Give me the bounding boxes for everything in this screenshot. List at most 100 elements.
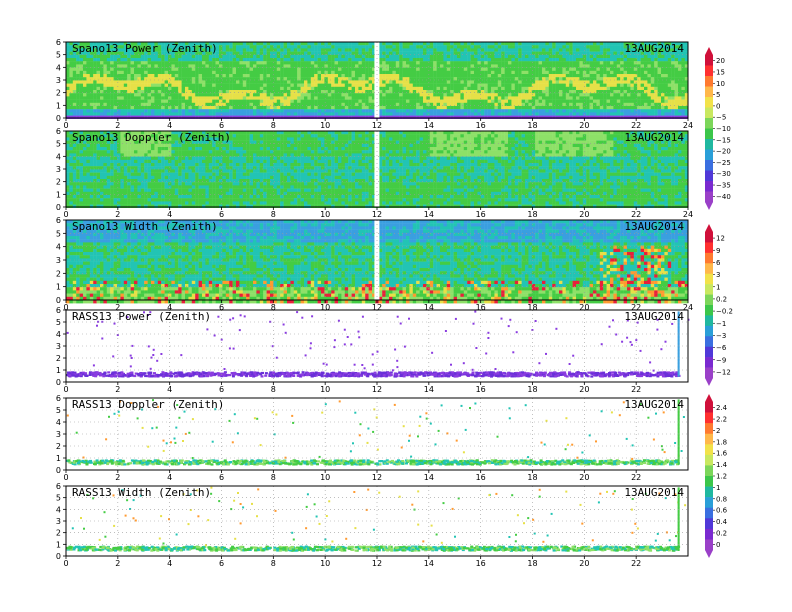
heatmap-cell (290, 77, 294, 81)
heatmap-cell (548, 58, 553, 62)
heatmap-cell (140, 61, 145, 65)
heatmap-cell (120, 191, 124, 196)
heatmap-cell (487, 74, 492, 78)
heatmap-cell (72, 80, 77, 84)
heatmap-cell (208, 54, 213, 59)
heatmap-cell (545, 42, 549, 46)
heatmap-cell (657, 70, 662, 75)
heatmap-cell (623, 61, 628, 65)
heatmap-cell (185, 96, 189, 100)
heatmap-cell (572, 115, 577, 119)
heatmap-cell (644, 77, 648, 81)
heatmap-cell (293, 102, 298, 107)
heatmap-cell (531, 106, 536, 110)
heatmap-cell (576, 99, 580, 103)
heatmap-cell (331, 106, 335, 110)
heatmap-cell (117, 74, 121, 78)
heatmap-cell (599, 54, 604, 59)
heatmap-cell (198, 112, 203, 116)
heatmap-cell (654, 45, 658, 49)
heatmap-cell (650, 70, 655, 75)
heatmap-cell (627, 54, 631, 59)
heatmap-cell (630, 80, 634, 84)
heatmap-cell (103, 67, 107, 71)
heatmap-cell (572, 70, 577, 75)
heatmap-cell (120, 163, 124, 167)
heatmap-cell (599, 64, 604, 68)
heatmap-cell (525, 80, 529, 84)
heatmap-cell (117, 58, 121, 62)
heatmap-cell (127, 195, 131, 199)
heatmap-cell (565, 42, 570, 46)
heatmap-cell (157, 45, 162, 49)
heatmap-cell (310, 61, 315, 65)
heatmap-cell (338, 109, 342, 113)
heatmap-cell (151, 83, 155, 87)
heatmap-cell (69, 131, 73, 135)
heatmap-cell (358, 51, 362, 55)
heatmap-cell (630, 77, 634, 81)
heatmap-cell (494, 48, 498, 52)
heatmap-cell (508, 48, 512, 52)
heatmap-cell (140, 172, 145, 176)
heatmap-cell (304, 42, 308, 46)
heatmap-cell (518, 93, 522, 97)
heatmap-cell (191, 54, 196, 59)
heatmap-cell (586, 51, 590, 55)
heatmap-cell (89, 150, 94, 154)
heatmap-cell (232, 42, 237, 46)
heatmap-cell (300, 77, 305, 81)
heatmap-cell (633, 102, 638, 107)
heatmap-cell (117, 67, 121, 71)
heatmap-cell (83, 99, 87, 103)
heatmap-cell (511, 96, 515, 100)
heatmap-cell (331, 102, 335, 107)
heatmap-cell (161, 48, 165, 52)
heatmap-cell (266, 102, 271, 107)
heatmap-cell (514, 58, 519, 62)
heatmap-cell (647, 86, 651, 91)
heatmap-cell (674, 80, 679, 84)
heatmap-cell (589, 58, 594, 62)
heatmap-cell (327, 70, 332, 75)
heatmap-cell (480, 58, 485, 62)
heatmap-cell (365, 48, 369, 52)
heatmap-cell (606, 80, 611, 84)
heatmap-cell (117, 83, 121, 87)
heatmap-cell (392, 99, 396, 103)
heatmap-cell (664, 42, 668, 46)
heatmap-cell (351, 74, 356, 78)
heatmap-cell (236, 99, 240, 103)
y-tick-label: 2 (56, 89, 61, 98)
heatmap-cell (446, 54, 451, 59)
heatmap-cell (100, 185, 104, 189)
heatmap-cell (93, 150, 97, 154)
heatmap-cell (331, 67, 335, 71)
heatmap-cell (66, 77, 70, 81)
heatmap-cell (582, 70, 587, 75)
heatmap-cell (423, 48, 427, 52)
heatmap-cell (239, 58, 243, 62)
heatmap-cell (140, 109, 145, 113)
heatmap-cell (358, 67, 362, 71)
heatmap-cell (620, 58, 624, 62)
heatmap-cell (586, 93, 590, 97)
heatmap-cell (283, 99, 288, 103)
heatmap-cell (589, 74, 594, 78)
heatmap-cell (321, 77, 325, 81)
heatmap-cell (314, 90, 318, 94)
heatmap-cell (555, 93, 560, 97)
heatmap-cell (120, 45, 124, 49)
heatmap-cell (134, 67, 138, 71)
heatmap-cell (137, 195, 141, 199)
heatmap-cell (576, 106, 580, 110)
heatmap-cell (113, 96, 118, 100)
heatmap-cell (423, 90, 427, 94)
heatmap-cell (650, 64, 655, 68)
heatmap-cell (433, 45, 437, 49)
heatmap-cell (603, 64, 607, 68)
heatmap-cell (123, 195, 128, 199)
heatmap-cell (79, 179, 84, 183)
heatmap-cell (443, 115, 447, 119)
heatmap-cell (113, 163, 118, 167)
